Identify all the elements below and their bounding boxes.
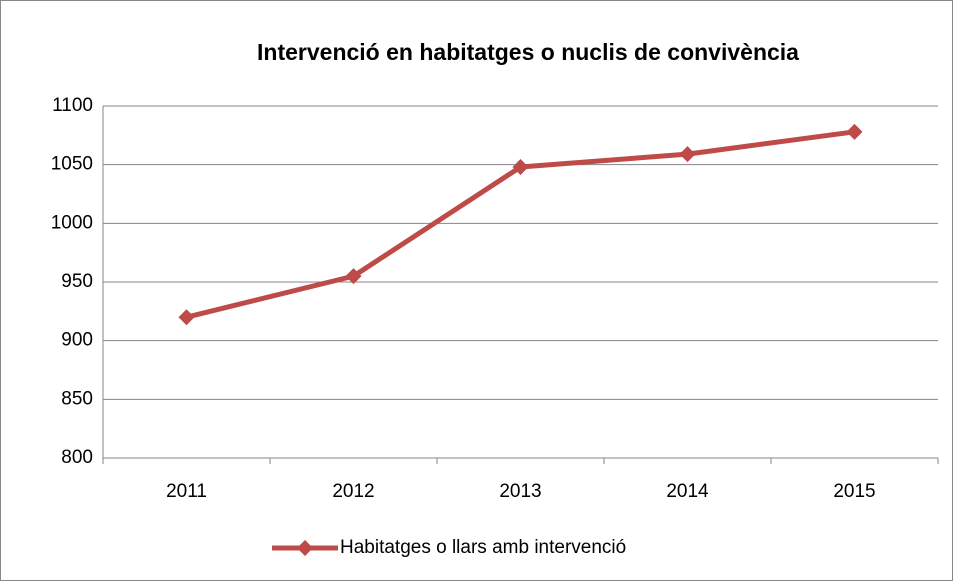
x-tick-label: 2013 (499, 481, 541, 502)
y-tick-label: 1050 (51, 154, 93, 175)
x-tick-label: 2014 (666, 481, 709, 502)
data-point (679, 146, 696, 163)
x-tick-label: 2012 (332, 481, 374, 502)
y-tick-label: 1100 (52, 95, 93, 116)
legend-marker (297, 540, 313, 556)
y-tick-label: 900 (61, 330, 93, 351)
x-tick-label: 2015 (833, 481, 875, 502)
data-point (846, 123, 863, 140)
data-point (178, 309, 195, 326)
data-point (512, 159, 529, 176)
chart-title: Intervenció en habitatges o nuclis de co… (257, 39, 799, 65)
legend-label: Habitatges o llars amb intervenció (340, 537, 626, 558)
data-point (345, 268, 362, 285)
y-tick-label: 950 (61, 271, 93, 292)
y-tick-label: 800 (61, 447, 93, 468)
y-tick-label: 1000 (51, 212, 93, 233)
x-tick-label: 2011 (166, 481, 207, 502)
y-tick-label: 850 (61, 388, 93, 409)
